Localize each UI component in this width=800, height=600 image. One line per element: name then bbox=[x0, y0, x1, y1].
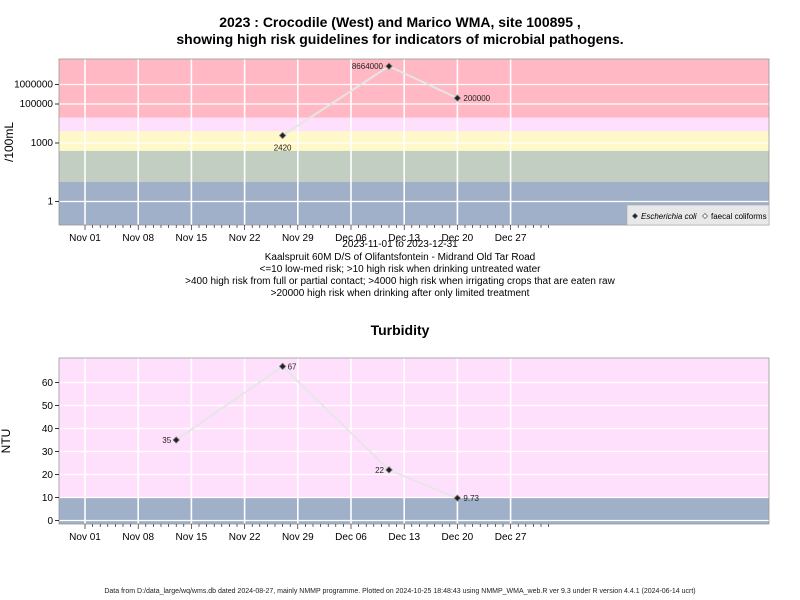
x-tick-label: Nov 22 bbox=[229, 532, 261, 543]
x-tick-label: Nov 29 bbox=[282, 532, 314, 543]
plot-frame bbox=[58, 58, 770, 226]
series-line-1-0 bbox=[175, 365, 458, 500]
y-tick-label: 60 bbox=[42, 378, 54, 389]
x-tick-label: Nov 15 bbox=[176, 233, 208, 244]
y-axis-title: /100mL bbox=[2, 122, 16, 162]
x-tick-label: Dec 13 bbox=[388, 532, 420, 543]
legend-marker-1 bbox=[702, 213, 708, 219]
data-point-0-0 bbox=[278, 131, 287, 140]
data-label-0-0: 2420 bbox=[274, 144, 292, 153]
y-tick-label: 0 bbox=[47, 516, 53, 527]
y-tick-label: 1000 bbox=[31, 138, 54, 149]
risk-band-1-1 bbox=[59, 358, 769, 498]
x-tick-label: Dec 27 bbox=[495, 532, 527, 543]
risk-band-0-2 bbox=[59, 131, 769, 151]
risk-band-0-1 bbox=[59, 150, 769, 182]
guideline-note-2: >400 high risk from full or partial cont… bbox=[185, 276, 615, 287]
data-point-0-1 bbox=[385, 62, 393, 70]
turbidity-title: Turbidity bbox=[370, 322, 430, 338]
x-tick-label: Nov 08 bbox=[122, 532, 154, 543]
x-tick-label: Dec 20 bbox=[442, 233, 474, 244]
data-label-1-1: 67 bbox=[288, 362, 297, 371]
x-tick-label: Dec 27 bbox=[495, 233, 527, 244]
plot-frame bbox=[58, 357, 770, 525]
y-tick-label: 40 bbox=[42, 424, 54, 435]
risk-band-0-4 bbox=[59, 59, 769, 118]
x-tick-label: Nov 22 bbox=[229, 233, 261, 244]
data-label-1-3: 9.73 bbox=[463, 494, 479, 503]
data-point-1-0 bbox=[172, 436, 180, 444]
date-range-subtitle: 2023-11-01 to 2023-12-31 bbox=[342, 239, 458, 250]
y-tick-label: 1000000 bbox=[14, 80, 53, 91]
x-tick-label: Dec 06 bbox=[335, 532, 367, 543]
data-point-0-2 bbox=[453, 94, 462, 102]
data-label-0-2: 200000 bbox=[463, 94, 490, 103]
data-label-0-1: 8664000 bbox=[352, 62, 384, 71]
x-tick-label: Nov 08 bbox=[122, 233, 154, 244]
y-tick-label: 100000 bbox=[20, 99, 54, 110]
data-point-1-2 bbox=[385, 466, 393, 474]
y-tick-label: 1 bbox=[47, 197, 53, 208]
legend-box bbox=[626, 204, 770, 226]
x-tick-label: Nov 15 bbox=[176, 532, 208, 543]
data-label-1-2: 22 bbox=[375, 466, 384, 475]
guideline-note-3: >20000 high risk when drinking after onl… bbox=[270, 288, 530, 299]
x-tick-label: Nov 01 bbox=[69, 233, 101, 244]
data-point-1-3 bbox=[453, 494, 462, 502]
data-source-footer: Data from D:/data_large/wq/wms.db dated … bbox=[104, 588, 696, 595]
x-tick-label: Nov 01 bbox=[69, 532, 101, 543]
y-tick-label: 20 bbox=[42, 470, 54, 481]
y-tick-label: 50 bbox=[42, 401, 54, 412]
risk-band-0-3 bbox=[59, 117, 769, 132]
x-tick-label: Dec 13 bbox=[388, 233, 420, 244]
legend-label-1: faecal coliforms bbox=[711, 212, 767, 221]
site-subtitle: Kaalspruit 60M D/S of Olifantsfontein - … bbox=[264, 252, 536, 263]
legend-marker-0 bbox=[632, 213, 638, 219]
data-point-1-1 bbox=[278, 362, 287, 371]
y-axis-title: NTU bbox=[0, 429, 13, 454]
guideline-note-1: <=10 low-med risk; >10 high risk when dr… bbox=[259, 264, 541, 275]
y-tick-label: 10 bbox=[42, 493, 54, 504]
x-tick-label: Nov 29 bbox=[282, 233, 314, 244]
chart-title-line1: 2023 : Crocodile (West) and Marico WMA, … bbox=[219, 14, 581, 30]
x-tick-label: Dec 20 bbox=[442, 532, 474, 543]
y-tick-label: 30 bbox=[42, 447, 54, 458]
legend-label-0: Escherichia coli bbox=[641, 212, 697, 221]
x-tick-label: Dec 06 bbox=[335, 233, 367, 244]
chart-title-line2: showing high risk guidelines for indicat… bbox=[176, 31, 624, 47]
data-label-1-0: 35 bbox=[162, 436, 171, 445]
risk-band-1-0 bbox=[59, 497, 769, 524]
